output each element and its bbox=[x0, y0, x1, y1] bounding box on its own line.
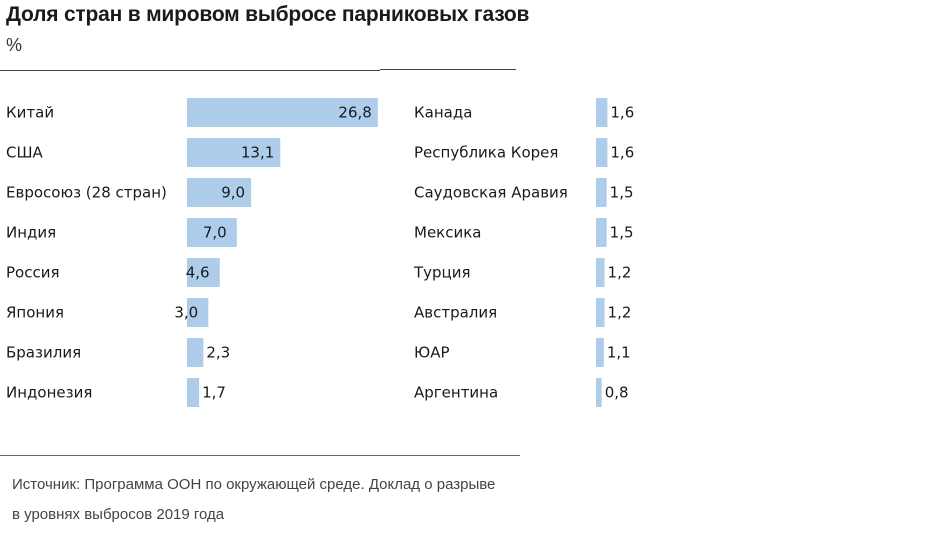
bar bbox=[187, 298, 209, 327]
category-label: Китай bbox=[6, 104, 54, 122]
bar bbox=[596, 98, 608, 127]
bar bbox=[187, 138, 281, 167]
source-line-2: в уровнях выбросов 2019 года bbox=[12, 506, 225, 523]
value-label: 7,0 bbox=[203, 224, 227, 242]
bar bbox=[596, 338, 604, 367]
category-label: Евросоюз (28 стран) bbox=[6, 184, 167, 202]
value-label: 1,5 bbox=[610, 184, 634, 202]
value-label: 1,5 bbox=[610, 224, 634, 242]
category-label: ЮАР bbox=[414, 344, 450, 362]
bar bbox=[187, 258, 220, 287]
bar bbox=[596, 378, 602, 407]
category-label: США bbox=[6, 144, 44, 162]
value-label: 26,8 bbox=[338, 104, 371, 122]
value-label: 1,2 bbox=[608, 264, 632, 282]
unit-label: % bbox=[6, 35, 23, 55]
bar bbox=[596, 218, 607, 247]
bar bbox=[187, 178, 252, 207]
category-label: Австралия bbox=[414, 304, 497, 322]
category-label: Япония bbox=[6, 304, 64, 322]
value-label: 9,0 bbox=[221, 184, 245, 202]
category-label: Саудовская Аравия bbox=[414, 184, 568, 202]
value-label: 1,6 bbox=[610, 144, 634, 162]
bar bbox=[596, 178, 607, 207]
chart-title: Доля стран в мировом выбросе парниковых … bbox=[6, 3, 530, 26]
bar bbox=[187, 218, 237, 247]
value-label: 1,6 bbox=[610, 104, 634, 122]
bar bbox=[596, 138, 608, 167]
category-label: Канада bbox=[414, 104, 472, 122]
bar bbox=[187, 338, 204, 367]
bar bbox=[596, 298, 605, 327]
category-label: Турция bbox=[413, 264, 471, 282]
category-label: Индонезия bbox=[6, 384, 92, 402]
bar bbox=[596, 258, 605, 287]
category-label: Мексика bbox=[414, 224, 481, 242]
top-rule bbox=[0, 70, 380, 71]
value-label: 1,1 bbox=[607, 344, 631, 362]
category-label: Республика Корея bbox=[414, 144, 558, 162]
value-label: 3,0 bbox=[174, 304, 198, 322]
value-label: 1,7 bbox=[202, 384, 226, 402]
value-label: 13,1 bbox=[241, 144, 274, 162]
source-line-1: Источник: Программа ООН по окружающей ср… bbox=[12, 476, 496, 493]
value-label: 2,3 bbox=[206, 344, 230, 362]
source-note: Источник: Программа ООН по окружающей ср… bbox=[12, 470, 592, 530]
bar bbox=[187, 378, 200, 407]
value-label: 0,8 bbox=[605, 384, 629, 402]
category-label: Индия bbox=[6, 224, 56, 242]
value-label: 4,6 bbox=[186, 264, 210, 282]
top-rule-right bbox=[380, 69, 516, 70]
category-label: Аргентина bbox=[414, 384, 498, 402]
category-label: Бразилия bbox=[6, 344, 81, 362]
bar bbox=[187, 98, 378, 127]
bottom-rule bbox=[0, 455, 520, 456]
value-label: 1,2 bbox=[608, 304, 632, 322]
category-label: Россия bbox=[6, 264, 60, 282]
